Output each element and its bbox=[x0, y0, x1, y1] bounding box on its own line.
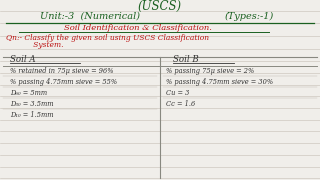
Text: Soil A: Soil A bbox=[10, 55, 35, 64]
Text: Soil B: Soil B bbox=[173, 55, 198, 64]
Text: Cc = 1.6: Cc = 1.6 bbox=[166, 100, 196, 108]
Text: D₃₀ = 3.5mm: D₃₀ = 3.5mm bbox=[10, 100, 53, 108]
Text: % passing 75μ sieve = 2%: % passing 75μ sieve = 2% bbox=[166, 67, 255, 75]
Text: D₁₀ = 1.5mm: D₁₀ = 1.5mm bbox=[10, 111, 53, 119]
Text: Qn:- Classify the given soil using USCS Classification: Qn:- Classify the given soil using USCS … bbox=[6, 34, 210, 42]
Text: System.: System. bbox=[19, 41, 64, 49]
Text: % passing 4.75mm sieve = 55%: % passing 4.75mm sieve = 55% bbox=[10, 78, 117, 86]
Text: (USCS): (USCS) bbox=[138, 0, 182, 13]
Text: Cu = 3: Cu = 3 bbox=[166, 89, 190, 97]
Text: % retained in 75μ sieve = 96%: % retained in 75μ sieve = 96% bbox=[10, 67, 113, 75]
Text: D₆₀ = 5mm: D₆₀ = 5mm bbox=[10, 89, 47, 97]
Text: Soil Identification & Classification.: Soil Identification & Classification. bbox=[64, 24, 212, 32]
Text: % passing 4.75mm sieve = 30%: % passing 4.75mm sieve = 30% bbox=[166, 78, 274, 86]
Text: Unit:-3  (Numerical): Unit:-3 (Numerical) bbox=[40, 12, 140, 21]
Text: (Types:-1): (Types:-1) bbox=[225, 12, 274, 21]
